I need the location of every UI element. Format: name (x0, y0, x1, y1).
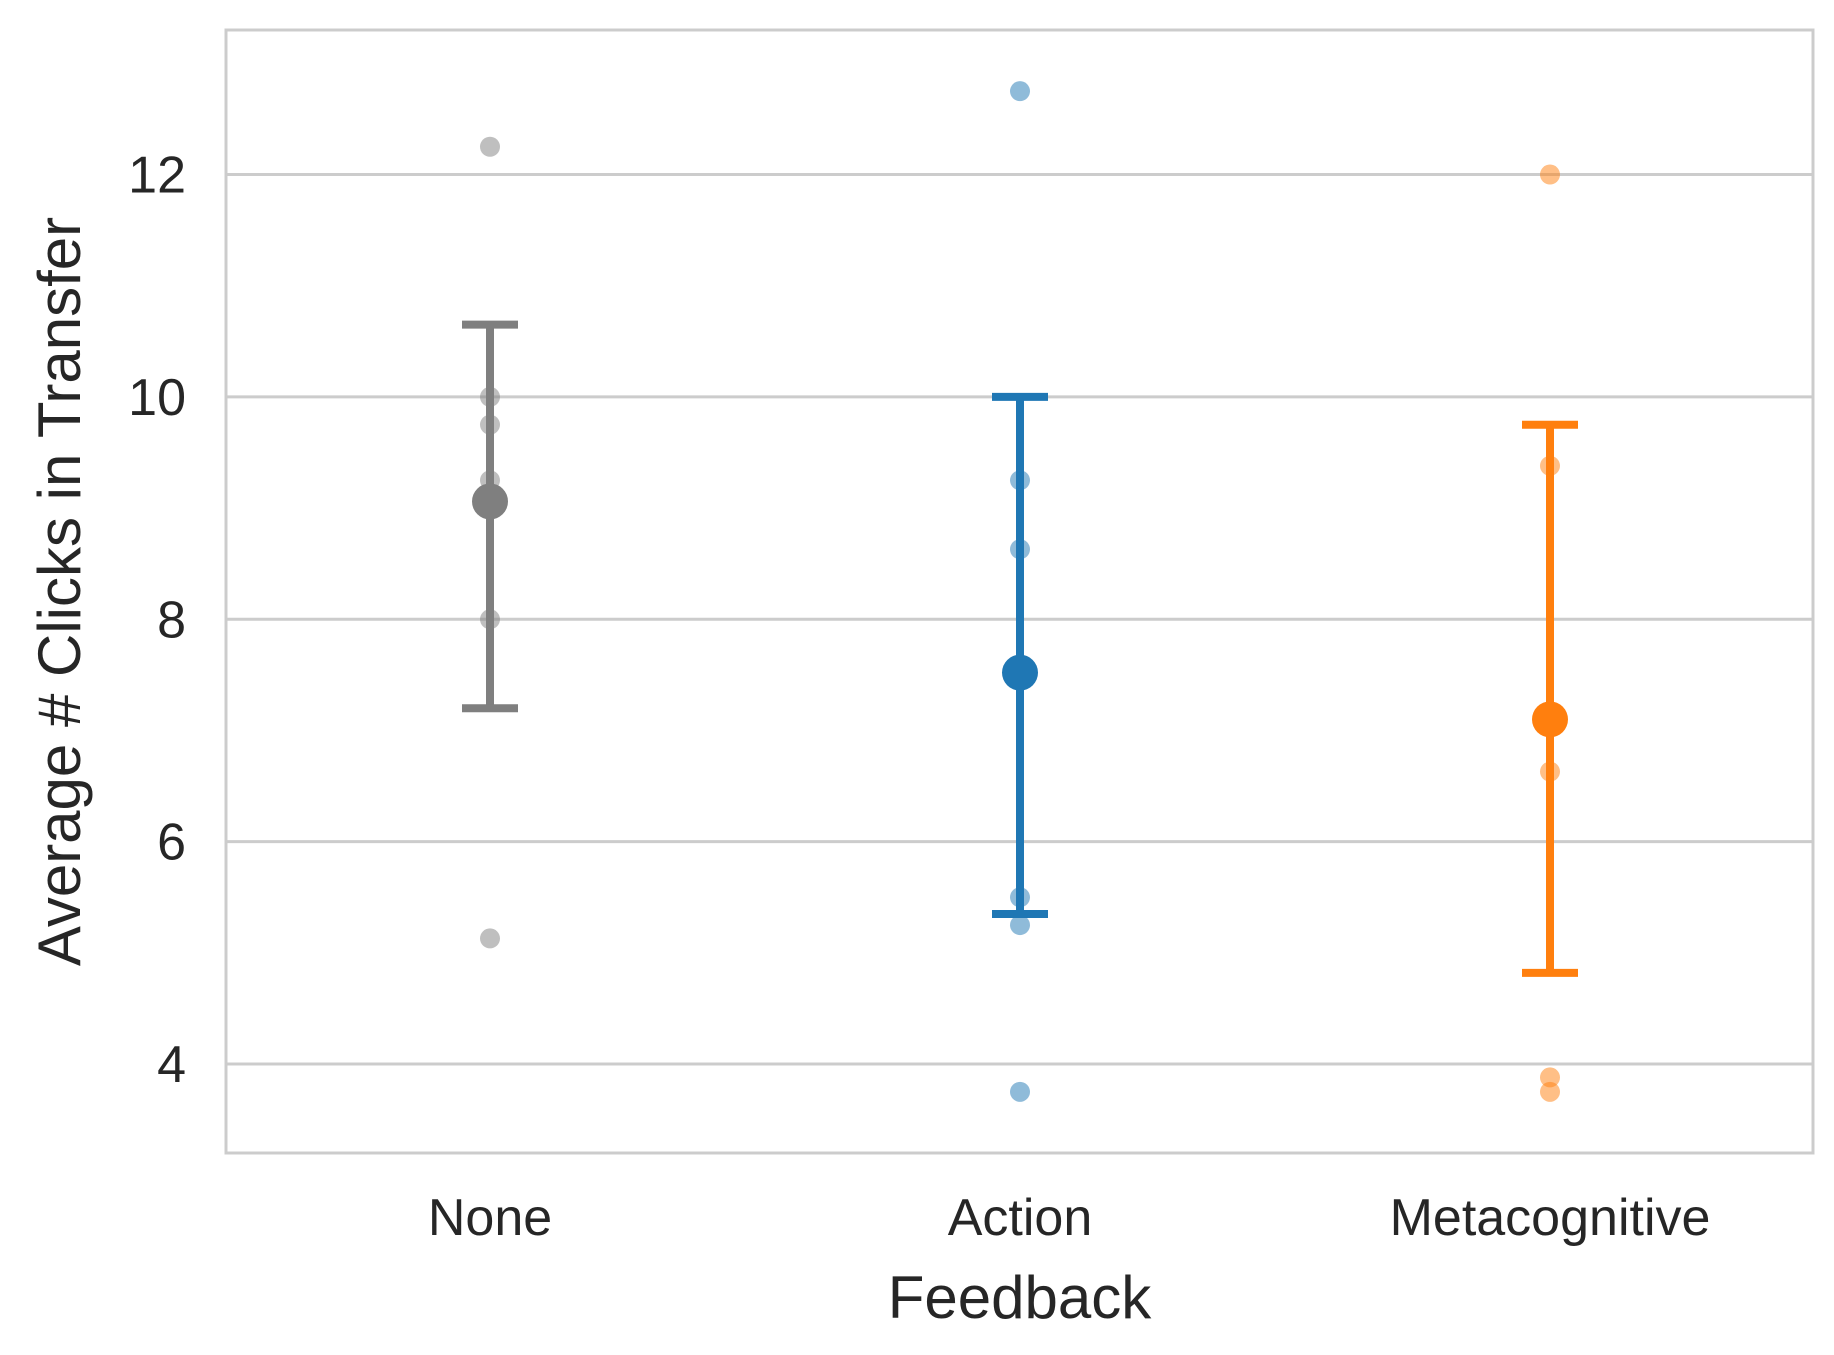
data-point-none (480, 928, 500, 949)
x-tick-label: None (428, 1189, 552, 1247)
y-axis-title: Average # Clicks in Transfer (26, 217, 93, 966)
data-point-metacognitive (1540, 164, 1560, 185)
y-tick-label: 10 (128, 369, 186, 427)
data-point-metacognitive (1540, 1067, 1560, 1088)
mean-markers-layer (472, 483, 1568, 738)
data-point-none (480, 136, 500, 157)
x-tick-labels: None Action Metacognitive (428, 1189, 1711, 1247)
data-point-action (1010, 81, 1030, 102)
x-axis-title: Feedback (888, 1264, 1152, 1331)
y-tick-label: 6 (157, 814, 186, 872)
error-bars-layer (462, 320, 1578, 977)
y-tick-labels: 4 6 8 10 12 (128, 147, 186, 1095)
y-tick-label: 12 (128, 147, 186, 205)
mean-marker-action (1002, 654, 1038, 691)
data-point-action (1010, 1081, 1030, 1102)
mean-marker-none (472, 483, 508, 520)
data-point-action (1010, 915, 1030, 936)
mean-marker-metacognitive (1532, 701, 1568, 738)
y-tick-label: 8 (157, 591, 186, 649)
x-tick-label: Action (948, 1189, 1093, 1247)
data-point-metacognitive (1540, 1081, 1560, 1102)
x-tick-label: Metacognitive (1390, 1189, 1711, 1247)
plot-frame (224, 28, 1815, 1155)
y-tick-label: 4 (157, 1036, 186, 1094)
